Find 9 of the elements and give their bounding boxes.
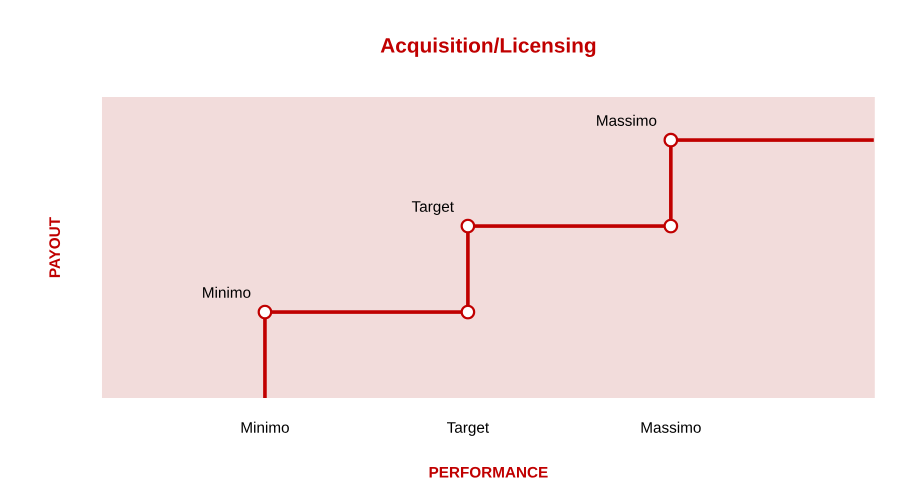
annotation: Minimo — [203, 286, 250, 298]
x-axis-title: PERFORMANCE — [430, 466, 548, 478]
x-tick-label: Target — [447, 422, 490, 436]
x-tick-label: Massimo — [642, 422, 701, 433]
annotation: Target — [412, 201, 454, 215]
x-tick-label: Minimo — [242, 422, 289, 433]
chart-title: Acquisition/Licensing — [380, 37, 596, 57]
y-axis-title: PAYOUT — [49, 217, 60, 278]
annotation: Massimo — [597, 114, 656, 126]
